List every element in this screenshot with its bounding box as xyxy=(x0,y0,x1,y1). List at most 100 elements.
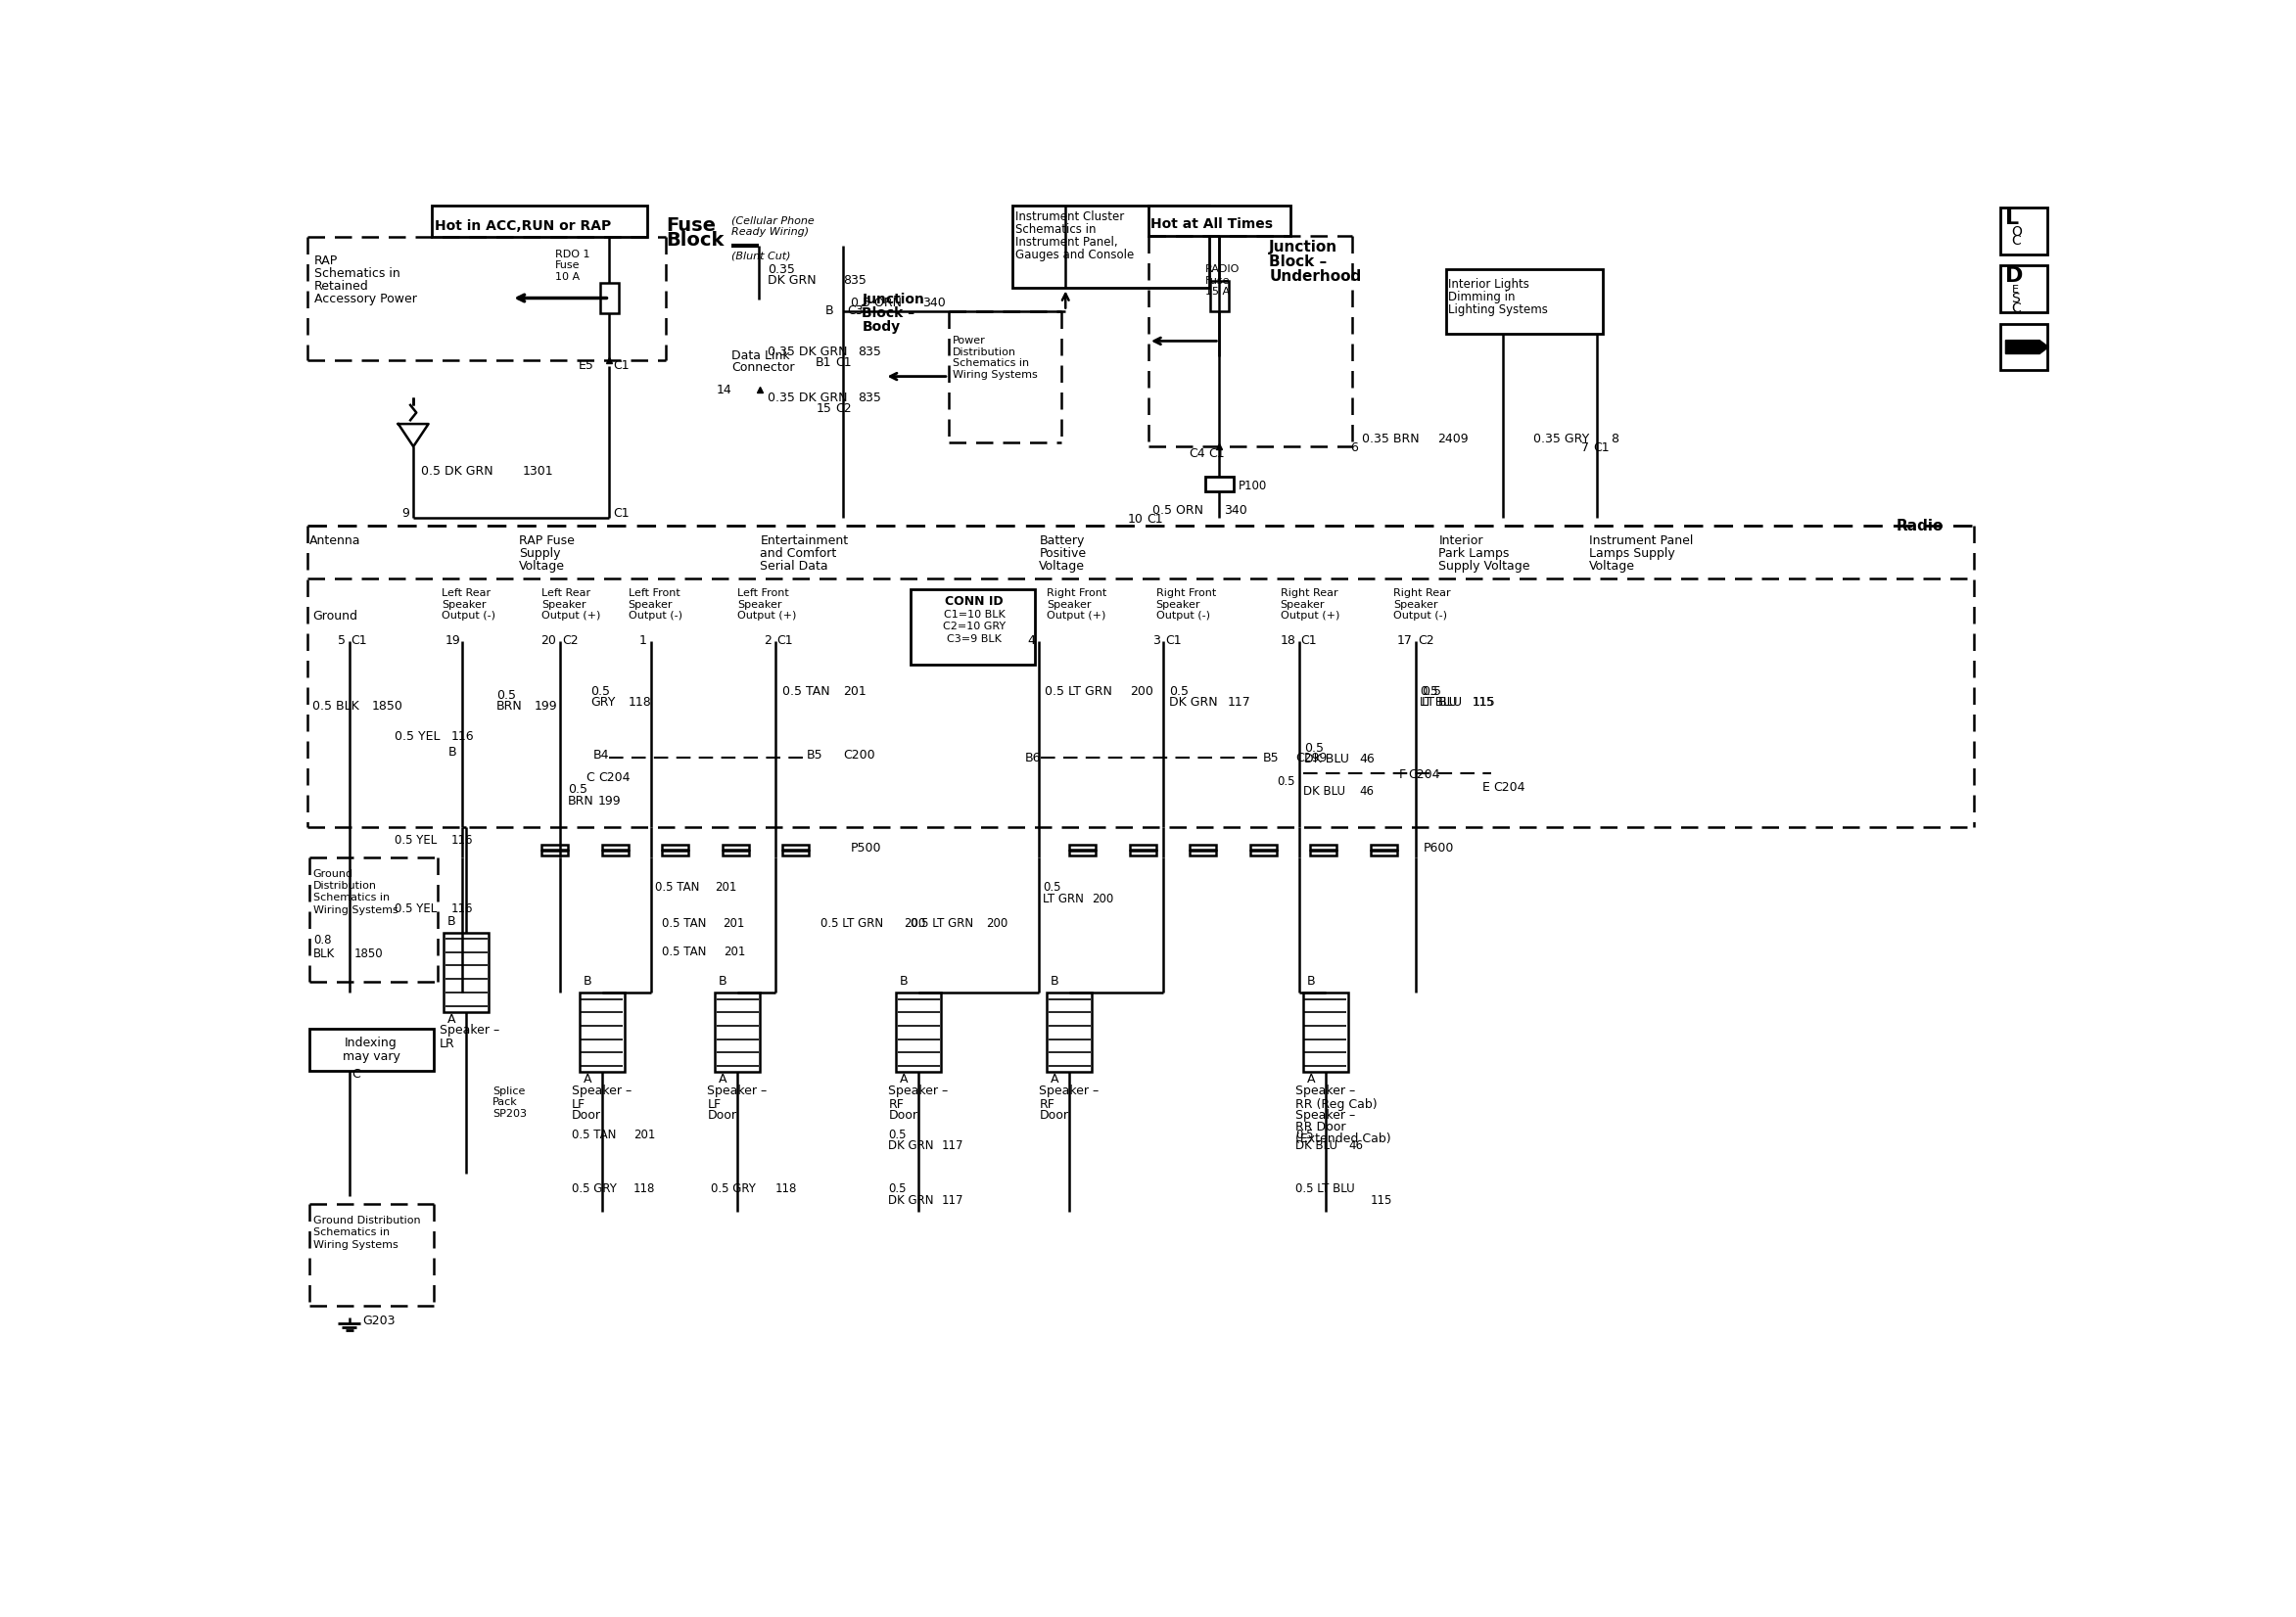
Text: 117: 117 xyxy=(941,1140,962,1153)
Bar xyxy=(1130,844,1155,851)
Text: 199: 199 xyxy=(535,700,558,713)
Text: G203: G203 xyxy=(363,1315,395,1328)
Text: C1: C1 xyxy=(1148,513,1164,526)
Text: 0.35 DK GRN: 0.35 DK GRN xyxy=(767,346,847,359)
Text: A: A xyxy=(583,1074,592,1087)
Text: DK BLU: DK BLU xyxy=(1302,786,1345,799)
Text: Interior Lights: Interior Lights xyxy=(1449,278,1529,291)
Text: C200: C200 xyxy=(843,749,875,762)
Text: 0.5 YEL: 0.5 YEL xyxy=(395,731,441,744)
Text: Positive: Positive xyxy=(1040,547,1086,559)
Text: C2: C2 xyxy=(836,403,852,416)
Text: 0.5 TAN: 0.5 TAN xyxy=(661,944,707,957)
Text: C: C xyxy=(2011,301,2020,315)
Text: Retained: Retained xyxy=(315,280,367,293)
Text: Door: Door xyxy=(572,1109,602,1122)
Text: C1=10 BLK: C1=10 BLK xyxy=(944,610,1006,619)
Text: 115: 115 xyxy=(1371,1193,1394,1206)
Text: 0.5: 0.5 xyxy=(1169,686,1189,699)
Text: B5: B5 xyxy=(1263,752,1279,765)
Text: 9: 9 xyxy=(402,508,409,521)
Text: Right Rear: Right Rear xyxy=(1394,589,1451,598)
Text: Instrument Panel: Instrument Panel xyxy=(1589,534,1694,547)
Text: C1: C1 xyxy=(1593,441,1609,454)
Text: 0.5 LT GRN: 0.5 LT GRN xyxy=(912,917,974,930)
Text: Right Front: Right Front xyxy=(1047,589,1107,598)
Text: A: A xyxy=(1306,1074,1316,1087)
Text: Speaker –: Speaker – xyxy=(572,1085,631,1098)
Text: Right Rear: Right Rear xyxy=(1281,589,1339,598)
Bar xyxy=(1047,993,1093,1072)
Text: C1: C1 xyxy=(1164,634,1180,647)
Text: 19: 19 xyxy=(445,634,461,647)
Text: C299: C299 xyxy=(1295,752,1327,765)
Text: Underhood: Underhood xyxy=(1270,270,1362,285)
Text: 0.5: 0.5 xyxy=(567,783,588,796)
Text: Speaker: Speaker xyxy=(443,600,487,610)
Text: Splice: Splice xyxy=(494,1087,526,1096)
Text: Speaker: Speaker xyxy=(542,600,585,610)
Text: RAP Fuse: RAP Fuse xyxy=(519,534,574,547)
Bar xyxy=(1205,477,1233,492)
Text: E5: E5 xyxy=(579,359,595,372)
Text: DK GRN: DK GRN xyxy=(1169,697,1217,710)
Text: 0.5 LT GRN: 0.5 LT GRN xyxy=(1045,686,1114,699)
Bar xyxy=(661,844,689,851)
Bar xyxy=(1148,205,1290,236)
Text: C: C xyxy=(351,1067,360,1080)
Text: 835: 835 xyxy=(859,391,882,404)
Text: 200: 200 xyxy=(1130,686,1153,699)
Text: Block –: Block – xyxy=(861,306,914,320)
Bar xyxy=(432,205,647,238)
Text: 0.35 DK GRN: 0.35 DK GRN xyxy=(767,391,847,404)
Text: Schematics in: Schematics in xyxy=(315,267,400,280)
Text: Speaker –: Speaker – xyxy=(707,1085,767,1098)
Text: C3: C3 xyxy=(847,304,863,317)
Bar xyxy=(1189,844,1217,851)
Text: C: C xyxy=(2011,234,2020,247)
Text: DK BLU: DK BLU xyxy=(1304,754,1350,766)
Text: Output (-): Output (-) xyxy=(443,611,496,621)
Text: Speaker –: Speaker – xyxy=(1040,1085,1100,1098)
Text: 116: 116 xyxy=(450,902,473,915)
Text: Block –: Block – xyxy=(1270,254,1327,268)
Text: Left Rear: Left Rear xyxy=(443,589,491,598)
Text: RAP: RAP xyxy=(315,254,338,267)
Text: may vary: may vary xyxy=(342,1049,400,1062)
Text: 20: 20 xyxy=(542,634,556,647)
Bar xyxy=(443,933,489,1012)
Text: 0.5 LT GRN: 0.5 LT GRN xyxy=(820,917,884,930)
Text: 7: 7 xyxy=(1582,441,1589,454)
Bar xyxy=(542,851,567,855)
Text: C2: C2 xyxy=(1417,634,1433,647)
Text: Wiring Systems: Wiring Systems xyxy=(953,370,1038,380)
Text: C1: C1 xyxy=(351,634,367,647)
Text: (Blunt Cut): (Blunt Cut) xyxy=(732,251,790,260)
Text: 117: 117 xyxy=(941,1193,962,1206)
Text: Ground: Ground xyxy=(312,868,354,878)
Text: RR (Reg Cab): RR (Reg Cab) xyxy=(1295,1098,1378,1111)
Text: Lighting Systems: Lighting Systems xyxy=(1449,304,1548,317)
Text: Lamps Supply: Lamps Supply xyxy=(1589,547,1676,559)
Text: A: A xyxy=(1049,1074,1058,1087)
Text: Speaker –: Speaker – xyxy=(441,1024,501,1036)
Text: 201: 201 xyxy=(714,881,737,894)
Text: 340: 340 xyxy=(923,298,946,310)
Text: Block: Block xyxy=(666,231,723,251)
Bar xyxy=(1311,851,1336,855)
Text: 15 A: 15 A xyxy=(1205,288,1231,298)
Bar xyxy=(661,851,689,855)
Text: LF: LF xyxy=(707,1098,721,1111)
Text: Speaker: Speaker xyxy=(1047,600,1091,610)
Text: Schematics in: Schematics in xyxy=(953,359,1029,369)
Text: A: A xyxy=(719,1074,728,1087)
Text: C1: C1 xyxy=(613,508,629,521)
Text: Voltage: Voltage xyxy=(1040,559,1086,572)
Text: B6: B6 xyxy=(1024,752,1040,765)
Text: Schematics in: Schematics in xyxy=(1015,223,1095,236)
Text: B5: B5 xyxy=(806,749,824,762)
Text: 0.5 GRY: 0.5 GRY xyxy=(572,1182,618,1195)
Text: B: B xyxy=(900,975,909,988)
Text: RR Door: RR Door xyxy=(1295,1121,1345,1134)
Text: Hot at All Times: Hot at All Times xyxy=(1150,217,1272,231)
